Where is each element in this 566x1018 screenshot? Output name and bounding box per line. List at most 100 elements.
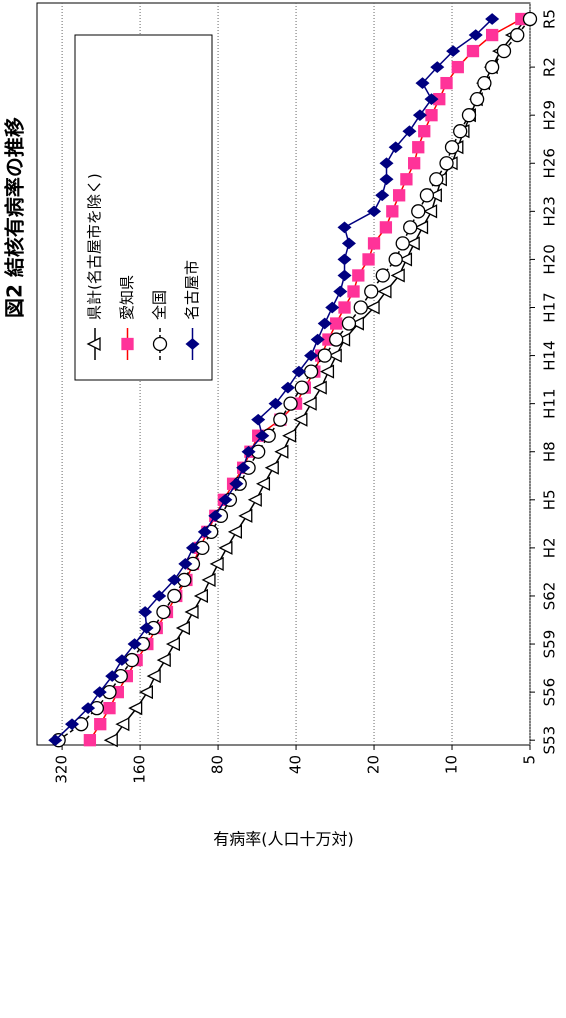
marker [362, 253, 375, 266]
marker [94, 718, 107, 731]
x-tick-label: H11 [541, 388, 559, 418]
marker [103, 733, 118, 748]
marker [461, 108, 477, 123]
marker [446, 45, 461, 57]
marker [484, 59, 500, 75]
marker [329, 332, 344, 347]
marker [283, 396, 298, 411]
marker [424, 93, 439, 106]
x-tick-label: H20 [541, 244, 559, 274]
marker [392, 189, 406, 202]
marker [510, 27, 525, 43]
marker [419, 188, 435, 203]
marker [400, 173, 413, 186]
chart-rotated: 図2 結核有病率の推移 5 10 20 40 80 160 320 S53 S56 S59 S62 H… [3, 2, 559, 849]
marker [341, 316, 357, 331]
marker [229, 477, 244, 490]
marker [218, 540, 233, 555]
marker [255, 429, 270, 442]
marker [451, 60, 464, 74]
chart-title: 図2 結核有病率の推移 [3, 117, 27, 318]
marker [319, 364, 335, 379]
marker [347, 285, 360, 298]
legend-box [74, 34, 213, 381]
marker [444, 140, 460, 155]
marker [273, 412, 288, 427]
x-tick-label: S59 [541, 630, 559, 659]
marker [337, 269, 352, 282]
marker [377, 284, 392, 299]
marker [114, 654, 129, 666]
marker [388, 141, 403, 154]
marker [395, 236, 410, 251]
marker [468, 29, 483, 41]
marker [367, 237, 381, 250]
series-line [58, 18, 531, 741]
marker [327, 348, 342, 363]
marker [430, 61, 445, 73]
marker [379, 173, 394, 186]
marker [185, 338, 200, 350]
marker [139, 622, 154, 634]
x-tick-label: R5 [541, 9, 559, 29]
legend-label: 県計(名古屋市を除く) [86, 173, 104, 320]
marker [310, 333, 325, 346]
marker [282, 428, 297, 443]
marker [156, 653, 171, 668]
marker [338, 301, 351, 314]
x-tick-label: H14 [541, 340, 559, 370]
marker [336, 332, 351, 347]
marker [349, 316, 364, 331]
x-tick-label: H29 [541, 100, 559, 130]
legend-label: 名古屋市 [183, 260, 201, 320]
marker [402, 125, 417, 138]
marker [268, 397, 283, 410]
marker [294, 380, 309, 395]
marker [121, 337, 134, 351]
marker [264, 460, 279, 475]
y-tick-label: 10 [443, 755, 461, 774]
marker [427, 188, 442, 203]
marker [375, 189, 390, 202]
marker [152, 336, 168, 352]
marker [364, 284, 379, 299]
marker [255, 476, 271, 491]
marker [81, 702, 96, 714]
marker [414, 220, 429, 235]
y-tick-label: 160 [131, 755, 149, 784]
legend-label: 全国 [151, 290, 169, 320]
marker [330, 317, 343, 330]
marker [185, 542, 200, 554]
marker [201, 572, 216, 587]
marker [412, 109, 427, 122]
marker [193, 588, 208, 604]
x-tick-label: H17 [541, 292, 559, 322]
marker [178, 558, 193, 570]
marker [423, 204, 438, 219]
marker [325, 301, 340, 314]
marker [425, 109, 438, 122]
marker [152, 590, 167, 602]
marker [218, 493, 233, 506]
x-tick-label: H2 [541, 537, 559, 558]
y-tick-label: 5 [521, 755, 539, 765]
marker [167, 574, 182, 586]
marker [418, 125, 431, 138]
marker [128, 701, 143, 716]
marker [485, 28, 499, 42]
x-tick-label: R2 [541, 57, 559, 77]
marker [469, 92, 485, 107]
marker [496, 43, 512, 59]
marker [291, 365, 306, 378]
y-axis-title: 有病率(人口十万対) [213, 830, 354, 849]
marker [293, 412, 308, 427]
marker [86, 336, 101, 352]
marker [303, 364, 319, 379]
marker [236, 461, 251, 474]
marker [453, 124, 468, 139]
marker [386, 205, 399, 218]
marker [274, 444, 289, 459]
marker [251, 413, 266, 426]
